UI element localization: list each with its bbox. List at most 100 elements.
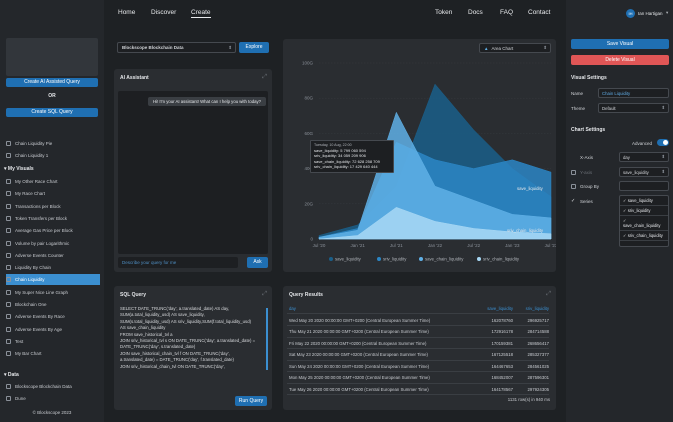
table-row[interactable]: Sun May 24 2020 00:00:00 GMT+0200 (Centr… — [287, 361, 549, 372]
ai-query-input[interactable]: Describe your query for me — [118, 257, 238, 268]
visual-name-input[interactable]: Chain Liquidity — [598, 88, 669, 98]
sidebar-banner — [6, 38, 98, 76]
yaxis-checkbox[interactable] — [571, 170, 576, 175]
user-name[interactable]: Ian Hartigan — [638, 11, 663, 16]
sidebar-item-visual[interactable]: My Other Race Chart — [6, 176, 100, 187]
series-option[interactable]: ✓ save_chain_liquidity — [620, 216, 668, 231]
data-heading[interactable]: ▾ Data — [4, 372, 19, 378]
sql-scrollbar[interactable] — [266, 308, 268, 370]
series-option-label: save_liquidity — [627, 198, 653, 203]
x-tick-label: Jan '23 — [505, 243, 520, 248]
ai-assistant-title: AI Assistant — [120, 75, 149, 81]
column-header[interactable]: day — [289, 305, 296, 311]
area-chart[interactable]: 0 20G 40G 60G 80G 100G Jul '20 Jan '21 Jul '21 Ja… — [283, 39, 556, 272]
series-option[interactable]: ✓ save_liquidity — [620, 196, 668, 206]
column-header[interactable]: sriv_liquidity — [525, 305, 549, 311]
advanced-label: Advanced — [632, 141, 653, 146]
theme-select[interactable]: Default ⬍ — [598, 103, 669, 113]
sidebar-item-visual[interactable]: Adverse Events Counter — [6, 250, 100, 261]
chat-area — [118, 91, 268, 254]
save-visual-button[interactable]: Save Visual — [571, 39, 669, 49]
table-row[interactable]: Sat May 23 2020 00:00:00 GMT+0200 (Centr… — [287, 350, 549, 361]
ask-button[interactable]: Ask — [247, 257, 268, 268]
nav-discover[interactable]: Discover — [151, 9, 177, 16]
nav-home[interactable]: Home — [118, 9, 136, 16]
table-row[interactable]: Fri May 22 2020 00:00:00 GMT+0200 (Centr… — [287, 338, 549, 349]
column-header[interactable]: save_liquidity — [487, 305, 513, 311]
area-chart-icon: ▲ — [484, 45, 489, 51]
sidebar-item-dune[interactable]: Dune — [6, 393, 100, 404]
sidebar-item-label: Blockscope Blockchain Data — [15, 384, 72, 389]
toggle-knob — [663, 140, 668, 145]
table-row[interactable]: Tue May 26 2020 00:00:00 GMT+0200 (Centr… — [287, 384, 549, 395]
expand-icon[interactable]: ⤢ — [262, 74, 267, 80]
expand-icon[interactable]: ⤢ — [546, 291, 551, 297]
delete-visual-button[interactable]: Delete Visual — [571, 55, 669, 65]
nav-faq[interactable]: FAQ — [500, 9, 514, 16]
sql-line: SUM(a.total_liquidity_usd) AS save_liqui… — [120, 312, 205, 318]
table-cell: Fri May 22 2020 00:00:00 GMT+0200 (Centr… — [289, 340, 427, 346]
table-cell: Tue May 26 2020 00:00:00 GMT+0200 (Centr… — [289, 386, 429, 392]
sidebar-item-visual[interactable]: Chain Liquidity — [6, 274, 100, 286]
area-series — [318, 207, 552, 240]
chart-icon — [6, 153, 11, 158]
chart-icon — [6, 302, 11, 307]
sidebar-item-visual[interactable]: Transactions per Block — [6, 201, 100, 212]
xaxis-select[interactable]: day ⬍ — [619, 152, 669, 162]
table-row[interactable]: Wed May 20 2020 00:00:00 GMT+0200 (Centr… — [287, 315, 549, 326]
yaxis-select[interactable]: save_liquidity ⬍ — [619, 167, 669, 177]
top-nav: Home Discover Create Token Docs FAQ Cont… — [104, 0, 566, 28]
chevron-down-icon[interactable]: ▾ — [666, 10, 669, 15]
table-row[interactable]: Mon May 25 2020 00:00:00 GMT+0200 (Centr… — [287, 373, 549, 384]
sidebar-item-visual[interactable]: Test — [6, 336, 100, 347]
chart-icon — [6, 351, 11, 357]
nav-create[interactable]: Create — [191, 9, 211, 18]
create-sql-query-button[interactable]: Create SQL Query — [6, 108, 98, 117]
user-avatar[interactable]: IH — [626, 9, 635, 18]
nav-contact[interactable]: Contact — [528, 9, 551, 16]
series-option[interactable]: ✓ sriv_chain_liquidity — [620, 231, 668, 241]
advanced-toggle[interactable] — [657, 139, 669, 146]
sidebar-item-visual[interactable]: My Super Nice Line Graph — [6, 287, 100, 298]
sidebar-item-visual[interactable]: My Bar Chart — [6, 348, 100, 359]
sidebar-item-visual[interactable]: Adverse Events By Race — [6, 311, 100, 322]
left-sidebar: Create AI Assisted Query OR Create SQL Q… — [0, 0, 104, 422]
run-query-button[interactable]: Run Query — [235, 396, 267, 406]
table-cell: 287596301 — [527, 375, 549, 380]
nav-docs[interactable]: Docs — [468, 9, 483, 16]
sidebar-item-chain-liquidity-1[interactable]: Chain Liquidity 1 — [6, 150, 100, 161]
sidebar-item-label: My Bar Chart — [15, 351, 42, 357]
my-visuals-heading[interactable]: ▾ My Visuals — [4, 166, 34, 172]
sql-line: SELECT DATE_TRUNC('day', a.translated_da… — [120, 306, 230, 311]
database-icon — [6, 396, 11, 401]
series-multiselect[interactable]: ✓ save_liquidity ✓ sriv_liquidity ✓ save_c… — [619, 195, 669, 247]
sidebar-item-visual[interactable]: My Race Chart — [6, 188, 100, 199]
sidebar-item-blockscope-data[interactable]: Blockscope Blockchain Data — [6, 381, 100, 392]
series-option-label: sriv_liquidity — [627, 208, 651, 213]
check-icon[interactable]: ✓ — [571, 198, 576, 204]
check-icon: ✓ — [623, 233, 628, 238]
sql-line: JOIN sriv_historical_chain_tvl ON DATE_T… — [120, 363, 225, 369]
sidebar-item-visual[interactable]: Liquidity By Chain — [6, 262, 100, 273]
groupby-checkbox[interactable] — [571, 184, 576, 189]
sidebar-item-chain-liquidity-pie[interactable]: Chain Liquidity Pie — [6, 138, 100, 149]
sidebar-item-visual[interactable]: Adverse Events By Age — [6, 324, 100, 335]
sidebar-item-label: My Race Chart — [15, 191, 46, 197]
series-option[interactable]: ✓ sriv_liquidity — [620, 206, 668, 216]
groupby-select[interactable] — [619, 181, 669, 191]
sidebar-item-visual[interactable]: Blockchain One — [6, 299, 100, 310]
tooltip-line: sriv_liquidity: 34 059 209 906 — [314, 153, 366, 158]
chart-type-select[interactable]: ▲ Area Chart ⬍ — [479, 43, 551, 53]
legend-label: sriv_liquidity — [383, 257, 407, 262]
sidebar-item-visual[interactable]: Token Transfers per Block — [6, 213, 100, 224]
nav-token[interactable]: Token — [435, 9, 453, 16]
sql-editor[interactable]: SELECT DATE_TRUNC('day', a.translated_da… — [118, 306, 268, 386]
tooltip-line: save_liquidity: 5 799 060 594 — [314, 147, 366, 153]
datasource-select[interactable]: Blockscope Blockchain Data ⬍ — [117, 42, 236, 53]
explore-button[interactable]: Explore — [239, 42, 269, 53]
sidebar-item-visual[interactable]: Average Gas Price per Block — [6, 225, 100, 236]
table-row[interactable]: Thu May 21 2020 00:00:00 GMT+0200 (Centr… — [287, 327, 549, 338]
expand-icon[interactable]: ⤢ — [262, 291, 267, 297]
sidebar-item-visual[interactable]: Volume by pair Logarithmic — [6, 238, 100, 249]
create-ai-query-button[interactable]: Create AI Assisted Query — [6, 78, 98, 87]
